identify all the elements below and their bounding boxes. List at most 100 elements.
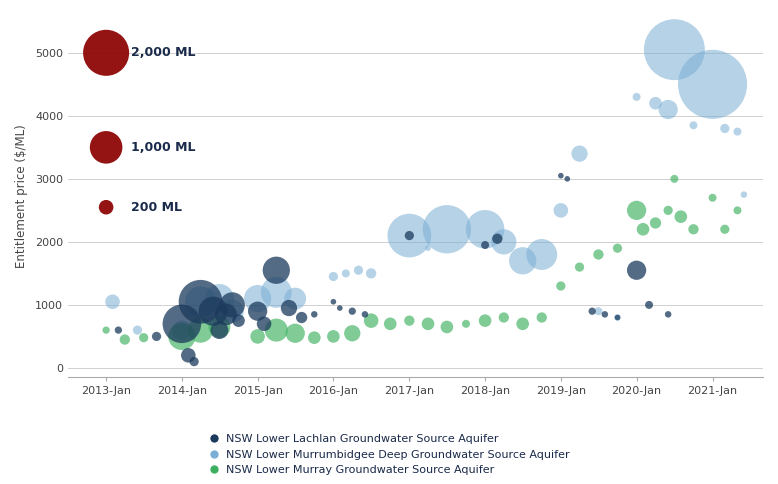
Point (561, 175, 573, 183)
Point (359, 310, 371, 318)
Point (226, 307, 239, 315)
Point (403, 232, 415, 240)
Point (219, 310, 232, 318)
Point (100, 203, 112, 211)
Point (650, 219, 662, 227)
Point (535, 314, 548, 321)
Point (194, 326, 207, 334)
Point (233, 317, 245, 325)
Point (346, 307, 359, 315)
Point (112, 326, 124, 334)
Point (731, 207, 744, 214)
Point (308, 310, 321, 318)
Point (182, 351, 194, 359)
Point (194, 298, 207, 305)
Point (289, 330, 301, 337)
Point (251, 333, 264, 340)
Point (662, 310, 675, 318)
Point (270, 326, 282, 334)
Point (150, 333, 163, 340)
Point (282, 304, 295, 312)
Point (251, 295, 264, 302)
Point (706, 80, 719, 88)
Point (479, 226, 492, 233)
Point (630, 93, 643, 101)
Point (517, 257, 529, 265)
Point (555, 282, 567, 290)
Point (328, 298, 340, 305)
Point (612, 314, 624, 321)
Point (491, 235, 503, 242)
Point (460, 320, 472, 328)
Point (687, 121, 699, 129)
Point (176, 320, 188, 328)
Point (592, 307, 605, 315)
Point (213, 323, 226, 331)
Point (612, 244, 624, 252)
Point (403, 232, 415, 240)
Point (176, 333, 188, 340)
Point (213, 326, 226, 334)
Point (352, 266, 365, 274)
Point (422, 320, 434, 328)
Point (719, 226, 731, 233)
Point (517, 320, 529, 328)
Point (738, 191, 750, 198)
Point (719, 124, 731, 132)
Point (555, 207, 567, 214)
Point (100, 49, 112, 57)
Point (328, 272, 340, 280)
Point (650, 99, 662, 107)
Point (118, 336, 131, 344)
Point (440, 323, 453, 331)
Point (226, 301, 239, 309)
Point (296, 314, 308, 321)
Point (258, 320, 270, 328)
Point (630, 266, 643, 274)
Y-axis label: Entitlement price ($/ML): Entitlement price ($/ML) (15, 124, 28, 268)
Point (706, 194, 719, 202)
Point (365, 270, 377, 277)
Point (270, 266, 282, 274)
Point (687, 226, 699, 233)
Point (637, 226, 650, 233)
Point (479, 241, 492, 249)
Point (662, 207, 675, 214)
Point (251, 307, 264, 315)
Point (365, 317, 377, 325)
Point (176, 326, 188, 334)
Point (100, 143, 112, 151)
Point (598, 310, 611, 318)
Point (207, 307, 219, 315)
Point (675, 213, 687, 221)
Point (668, 46, 681, 54)
Point (138, 334, 150, 342)
Point (188, 358, 201, 365)
Point (346, 330, 359, 337)
Text: 200 ML: 200 ML (131, 201, 182, 214)
Point (573, 263, 586, 271)
Point (328, 333, 340, 340)
Point (289, 295, 301, 302)
Point (612, 314, 624, 321)
Point (334, 304, 346, 312)
Point (498, 238, 510, 246)
Text: 1,000 ML: 1,000 ML (131, 141, 195, 154)
Point (586, 307, 598, 315)
Point (668, 175, 681, 183)
Point (308, 334, 321, 342)
Point (440, 226, 453, 233)
Point (535, 251, 548, 258)
Point (555, 172, 567, 180)
Point (479, 317, 492, 325)
Text: 2,000 ML: 2,000 ML (131, 46, 195, 60)
Point (662, 106, 675, 113)
Point (213, 295, 226, 302)
Point (403, 317, 415, 325)
Point (731, 128, 744, 136)
Point (131, 326, 144, 334)
Point (107, 298, 119, 305)
Point (630, 207, 643, 214)
Point (340, 270, 352, 277)
Point (498, 314, 510, 321)
